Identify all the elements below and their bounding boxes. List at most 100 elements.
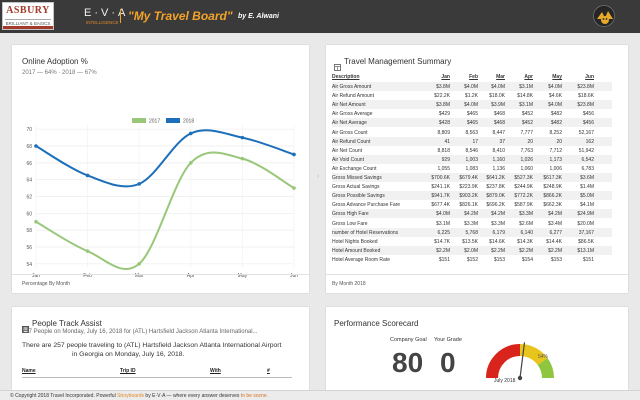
table-cell: $468 [493, 120, 505, 127]
people-track-title: People Track Assist [32, 319, 102, 328]
table-cell: $4.6K [548, 93, 562, 100]
column-header-with[interactable]: With [210, 368, 221, 374]
table-cell: 1,173 [549, 156, 562, 163]
table-cell: $4.2M [464, 211, 478, 218]
logo-main-text: ASBURY [6, 5, 50, 16]
column-header-name[interactable]: Name [22, 368, 36, 374]
table-cell: $4.0M [491, 84, 505, 90]
table-row: Gross Possible Savings $941.7K $903.2K $879… [332, 191, 612, 201]
table-header-row: Description Jan Feb Mar Apr May Jun [332, 72, 612, 81]
table-row: Air Net Amount $3.8M $4.0M $3.9M $3.1M $4.0M $… [332, 100, 612, 110]
panel-resize-handle[interactable]: ‹ [317, 173, 320, 180]
table-cell: $2.2M [548, 247, 562, 254]
table-cell: $903.2K [459, 193, 478, 200]
row-label: Air Refund Amount [332, 93, 374, 100]
table-cell: 1,003 [465, 156, 478, 163]
column-header[interactable]: May [552, 74, 562, 80]
column-header[interactable]: Jan [441, 74, 450, 80]
gauge-band [486, 344, 521, 379]
table-cell: $24.9M [577, 211, 594, 218]
table-cell: $4.0M [548, 84, 562, 90]
table-cell: $14.7K [434, 238, 450, 245]
table-cell: 1,136 [492, 165, 505, 172]
y-tick-label: 68 [26, 144, 32, 150]
gauge-band [537, 358, 554, 379]
row-label: Gross Advance Purchase Fare [332, 202, 401, 209]
row-label: Gross Low Fare [332, 220, 368, 227]
table-cell: $23.8M [577, 102, 594, 109]
table-cell: $482 [550, 120, 562, 127]
table-cell: $826.1K [459, 202, 478, 209]
table-cell: $153 [493, 256, 505, 263]
table-row: Air Refund Amount $22.2K $1.2K $18.0K $14.8K… [332, 91, 612, 100]
table-row: Air Void Count 929 1,003 1,160 1,026 1,173 6,5… [332, 154, 612, 164]
table-cell: $2.2M [436, 247, 450, 254]
title-separator [120, 9, 121, 23]
table-cell: 1,060 [520, 165, 533, 172]
table-row: Hotel Average Room Rate $151 $152 $153 $154 $… [332, 255, 612, 264]
row-label: Gross Possible Savings [332, 193, 385, 200]
gauge-value-label: 54% [538, 354, 549, 360]
table-cell: $14.8K [517, 93, 533, 100]
row-label: Air Exchange Count [332, 165, 377, 172]
table-cell: $3.6M [580, 175, 594, 181]
table-cell: $700.6K [431, 175, 450, 181]
table-cell: 1,083 [465, 165, 478, 172]
row-label: Hotel Amount Booked [332, 247, 381, 254]
table-cell: 929 [441, 156, 450, 163]
online-adoption-subtitle: 2017 — 64% · 2018 — 67% [22, 70, 97, 76]
x-tick-label: Feb [83, 273, 92, 279]
column-header-count[interactable]: # [267, 368, 270, 374]
table-cell: $4.0M [464, 102, 478, 109]
table-row: Air Net Count 8,818 8,546 8,410 7,763 7,712 51… [332, 146, 612, 155]
people-table-divider [22, 377, 292, 378]
table-cell: 5,768 [465, 229, 478, 236]
table-cell: $1.4M [580, 184, 594, 191]
company-goal-label: Company Goal [390, 337, 427, 343]
eva-logo: E·V·A [84, 7, 129, 19]
card-footer-divider [12, 274, 309, 275]
table-cell: $3.3M [519, 211, 533, 218]
column-header[interactable]: Jun [585, 74, 594, 80]
travel-summary-footer: By Month 2018 [332, 281, 366, 287]
asbury-logo[interactable]: ASBURY BRILLIANT & BASICS [2, 2, 54, 30]
user-avatar-icon[interactable] [593, 5, 615, 27]
row-label: number of Hotel Reservations [332, 229, 399, 236]
table-cell: $879.0K [486, 193, 505, 200]
column-header[interactable]: Mar [496, 74, 505, 80]
gauge-needle-hub [517, 375, 523, 381]
row-label: Hotel Nights Booked [332, 238, 378, 245]
column-header-trip-id[interactable]: Trip ID [120, 368, 136, 374]
column-header[interactable]: Description [332, 74, 360, 80]
table-cell: 8,447 [492, 129, 505, 136]
table-cell: $468 [493, 111, 505, 118]
table-cell: $3.1M [519, 102, 533, 109]
table-cell: $641.2K [486, 175, 505, 181]
column-header[interactable]: Feb [469, 74, 478, 80]
table-cell: $3.3M [491, 220, 505, 227]
table-cell: 6,783 [581, 165, 594, 172]
table-cell: $4.1M [580, 202, 594, 209]
table-cell: $429 [438, 111, 450, 118]
table-cell: $4.2M [491, 211, 505, 218]
your-grade-label: Your Grade [434, 337, 462, 343]
table-cell: 8,809 [437, 129, 450, 136]
table-cell: $13.1M [577, 247, 594, 254]
travel-summary-table: Description Jan Feb Mar Apr May Jun Air Gross A… [332, 72, 622, 267]
row-label: Air Net Average [332, 120, 367, 127]
y-tick-label: 66 [26, 161, 32, 167]
table-cell: $617.3K [543, 175, 562, 181]
table-cell: $4.2M [548, 211, 562, 218]
table-cell: $679.4K [459, 175, 478, 181]
row-label: Air Refund Count [332, 138, 371, 145]
table-cell: $23.8M [577, 84, 594, 90]
table-cell: $2.6M [519, 220, 533, 227]
column-header[interactable]: Apr [524, 74, 533, 80]
table-icon [334, 58, 341, 71]
row-label: Gross Actual Savings [332, 184, 380, 191]
footer-storyboards-link[interactable]: Storyboards [117, 393, 145, 399]
footer-by-eva: by E·V·A [144, 393, 166, 399]
top-bar: ASBURY BRILLIANT & BASICS E·V·A INTELLIG… [0, 0, 640, 33]
legend-label: 2017 [149, 119, 160, 125]
data-point-2018 [85, 173, 90, 178]
